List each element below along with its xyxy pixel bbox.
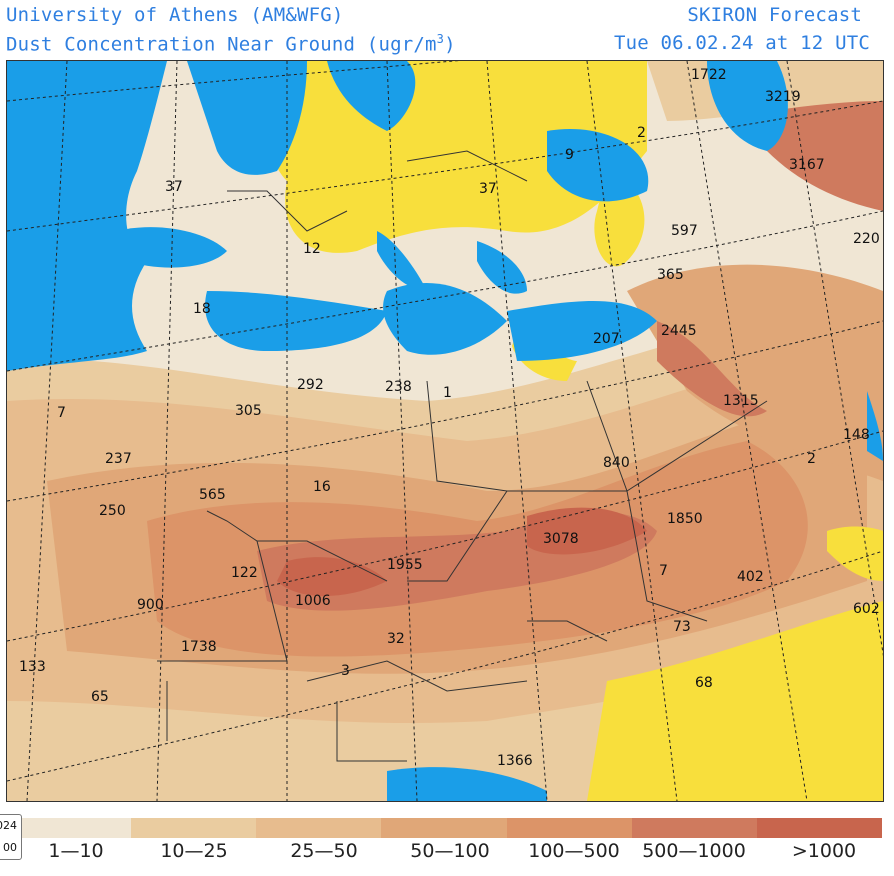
value-label: 12 (303, 241, 321, 257)
value-label: 840 (603, 455, 630, 471)
legend-swatch-100-500 (506, 818, 632, 838)
legend-swatch-over-1000 (756, 818, 882, 838)
dust-value-labels: 1722 3219 2 3167 9 37 37 12 597 220 365 … (19, 67, 880, 769)
date-selector[interactable]: 024 00 (0, 814, 22, 860)
value-label: 9 (565, 147, 574, 163)
map-canvas: 1722 3219 2 3167 9 37 37 12 597 220 365 … (7, 61, 883, 801)
value-label: 1006 (295, 593, 331, 609)
value-label: 602 (853, 601, 880, 617)
unit-exponent: 3 (436, 32, 445, 46)
value-label: 292 (297, 377, 324, 393)
legend-swatch-500-1000 (631, 818, 757, 838)
north-sea (187, 61, 307, 175)
value-label: 7 (659, 563, 668, 579)
value-label: 1722 (691, 67, 727, 83)
value-label: 3219 (765, 89, 801, 105)
black-sea (547, 129, 649, 202)
legend-label: 25—50 (290, 840, 358, 862)
value-label: 1955 (387, 557, 423, 573)
value-label: 3078 (543, 531, 579, 547)
country-borders (157, 150, 768, 762)
dust-middle-east (657, 321, 767, 417)
legend-swatch-10-25 (131, 818, 257, 838)
red-sea (867, 391, 883, 461)
value-label: 1315 (723, 393, 759, 409)
legend-label: 10—25 (160, 840, 228, 862)
value-label: 1 (443, 385, 452, 401)
value-label: 37 (165, 179, 183, 195)
caspian-sea (707, 61, 788, 151)
value-label: 365 (657, 267, 684, 283)
legend-label: 50—100 (410, 840, 490, 862)
value-label: 565 (199, 487, 226, 503)
aegean-sea (477, 241, 527, 294)
value-label: 2 (637, 125, 646, 141)
value-label: 122 (231, 565, 258, 581)
mediterranean-west (205, 291, 387, 351)
legend-label: 1—10 (48, 840, 104, 862)
value-label: 402 (737, 569, 764, 585)
institution-title: University of Athens (AM&WFG) (6, 4, 344, 26)
value-label: 207 (593, 331, 620, 347)
value-label: 37 (479, 181, 497, 197)
value-label: 597 (671, 223, 698, 239)
graticule (7, 61, 883, 801)
value-label: 900 (137, 597, 164, 613)
legend-swatch-50-100 (381, 818, 507, 838)
legend-swatch-25-50 (256, 818, 382, 838)
dust-iran (767, 96, 883, 211)
dust-arabia (627, 264, 883, 481)
value-label: 16 (313, 479, 331, 495)
sea-areas (7, 61, 883, 801)
value-label: 133 (19, 659, 46, 675)
adriatic-sea (377, 231, 427, 291)
value-label: 1366 (497, 753, 533, 769)
legend-label: 100—500 (528, 840, 620, 862)
value-label: 1738 (181, 639, 217, 655)
dust-over-1000-sahara (527, 507, 647, 555)
date-selector-line2: 00 (3, 841, 17, 854)
variable-title: Dust Concentration Near Ground (ugr/m3) (6, 32, 456, 55)
mediterranean-east (507, 301, 657, 361)
value-label: 3 (341, 663, 350, 679)
value-label: 305 (235, 403, 262, 419)
value-label: 1850 (667, 511, 703, 527)
value-label: 7 (57, 405, 66, 421)
value-label: 238 (385, 379, 412, 395)
valid-time: Tue 06.02.24 at 12 UTC (613, 32, 870, 54)
date-selector-line1: 024 (0, 819, 17, 832)
value-label: 148 (843, 427, 870, 443)
value-label: 3167 (789, 157, 825, 173)
gulf-of-guinea (387, 767, 547, 801)
unit-close: ) (444, 33, 456, 56)
dust-map: 1722 3219 2 3167 9 37 37 12 597 220 365 … (6, 60, 884, 802)
value-label: 73 (673, 619, 691, 635)
value-label: 237 (105, 451, 132, 467)
color-legend (6, 818, 882, 838)
value-label: 68 (695, 675, 713, 691)
value-label: 250 (99, 503, 126, 519)
no-dust-east-africa (587, 601, 883, 801)
variable-label: Dust Concentration Near Ground (ugr/m (6, 33, 437, 56)
baltic-sea (327, 61, 416, 131)
mediterranean-central (383, 282, 507, 355)
value-label: 2445 (661, 323, 697, 339)
legend-label: >1000 (791, 840, 857, 862)
value-label: 220 (853, 231, 880, 247)
legend-swatch-1-10 (6, 818, 132, 838)
value-label: 65 (91, 689, 109, 705)
forecast-product: SKIRON Forecast (687, 4, 862, 26)
value-label: 18 (193, 301, 211, 317)
legend-label: 500—1000 (642, 840, 746, 862)
value-label: 32 (387, 631, 405, 647)
atlantic-ocean (7, 61, 167, 371)
value-label: 2 (807, 451, 816, 467)
